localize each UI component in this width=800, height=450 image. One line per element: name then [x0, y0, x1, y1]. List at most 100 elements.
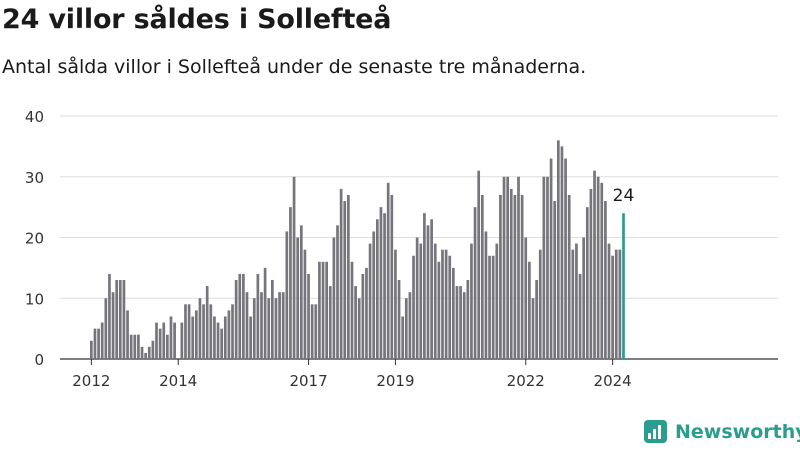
bar	[347, 194, 350, 359]
bar	[394, 249, 397, 359]
bar	[151, 340, 155, 359]
bar	[191, 316, 195, 359]
bar	[517, 176, 520, 359]
bar	[205, 286, 209, 359]
bar	[263, 267, 267, 360]
bar	[495, 243, 499, 359]
bar	[596, 176, 600, 359]
bar	[220, 328, 224, 360]
bar	[361, 273, 365, 359]
bar	[296, 237, 300, 359]
bar	[158, 328, 162, 360]
bar	[169, 316, 173, 359]
bar	[538, 249, 542, 359]
bar	[252, 298, 256, 359]
newsworthy-logo-icon	[644, 420, 667, 443]
bar	[292, 176, 296, 359]
x-tick-label: 2024	[594, 372, 632, 390]
bar	[147, 346, 151, 359]
bar	[343, 201, 347, 359]
bars	[90, 140, 625, 360]
bar	[444, 249, 448, 359]
bar	[100, 322, 104, 359]
bar	[173, 322, 176, 359]
bar	[520, 194, 524, 359]
bar	[90, 340, 93, 359]
bar	[509, 188, 513, 359]
bar	[137, 334, 140, 359]
bar	[593, 170, 596, 359]
bar	[564, 158, 567, 359]
x-tick-label: 2022	[507, 372, 545, 390]
bar	[368, 243, 372, 359]
bar	[118, 280, 122, 359]
bar	[524, 237, 528, 359]
y-tick-label: 0	[34, 351, 44, 369]
bar	[372, 231, 376, 359]
bar	[281, 292, 285, 359]
y-axis-ticks: 0 10 20 30 40	[25, 108, 44, 369]
bar	[238, 273, 242, 359]
bar	[426, 225, 430, 359]
bar	[448, 255, 452, 359]
bar	[412, 255, 415, 359]
bar	[213, 316, 216, 359]
bar	[140, 346, 144, 359]
bar	[379, 207, 383, 360]
bar	[480, 194, 484, 359]
bar	[607, 243, 611, 359]
bar	[187, 304, 191, 359]
bar	[227, 310, 231, 359]
bar	[433, 243, 437, 359]
bar	[618, 249, 622, 359]
bar	[546, 176, 549, 359]
data-labels: 24	[613, 186, 635, 206]
bar	[386, 182, 390, 359]
bar	[484, 231, 488, 359]
bar	[162, 322, 166, 359]
bar	[357, 298, 361, 359]
bar	[589, 188, 593, 359]
bar	[325, 261, 328, 359]
chart-subtitle: Antal sålda villor i Sollefteå under de …	[2, 56, 587, 78]
bar	[423, 213, 426, 359]
bar	[455, 286, 459, 359]
bar	[375, 219, 379, 359]
bar	[571, 249, 575, 359]
bar	[104, 298, 108, 359]
bar	[528, 261, 531, 359]
bar	[111, 292, 115, 359]
bar	[184, 304, 187, 359]
bar	[575, 243, 578, 359]
y-tick-label: 10	[25, 290, 44, 308]
bar	[611, 255, 614, 359]
bar	[256, 273, 260, 359]
bar	[166, 334, 169, 359]
bar	[144, 352, 147, 359]
bar	[578, 273, 582, 359]
bar	[108, 273, 111, 359]
bar	[542, 176, 546, 359]
bar	[278, 292, 281, 359]
bar	[328, 286, 332, 359]
bar	[271, 280, 274, 359]
y-tick-label: 40	[25, 108, 44, 126]
bar	[491, 255, 495, 359]
bar	[332, 237, 336, 359]
bar	[488, 255, 491, 359]
bar	[126, 310, 129, 359]
bar	[97, 328, 100, 360]
bar	[401, 316, 405, 359]
bar	[307, 273, 310, 359]
bar	[350, 261, 354, 359]
bar	[274, 298, 278, 359]
bar	[459, 286, 462, 359]
bar	[390, 194, 394, 359]
bar	[245, 292, 249, 359]
bar	[223, 316, 227, 359]
y-tick-label: 30	[25, 169, 44, 187]
bar	[202, 304, 205, 359]
bar	[133, 334, 137, 359]
bar	[477, 170, 481, 359]
